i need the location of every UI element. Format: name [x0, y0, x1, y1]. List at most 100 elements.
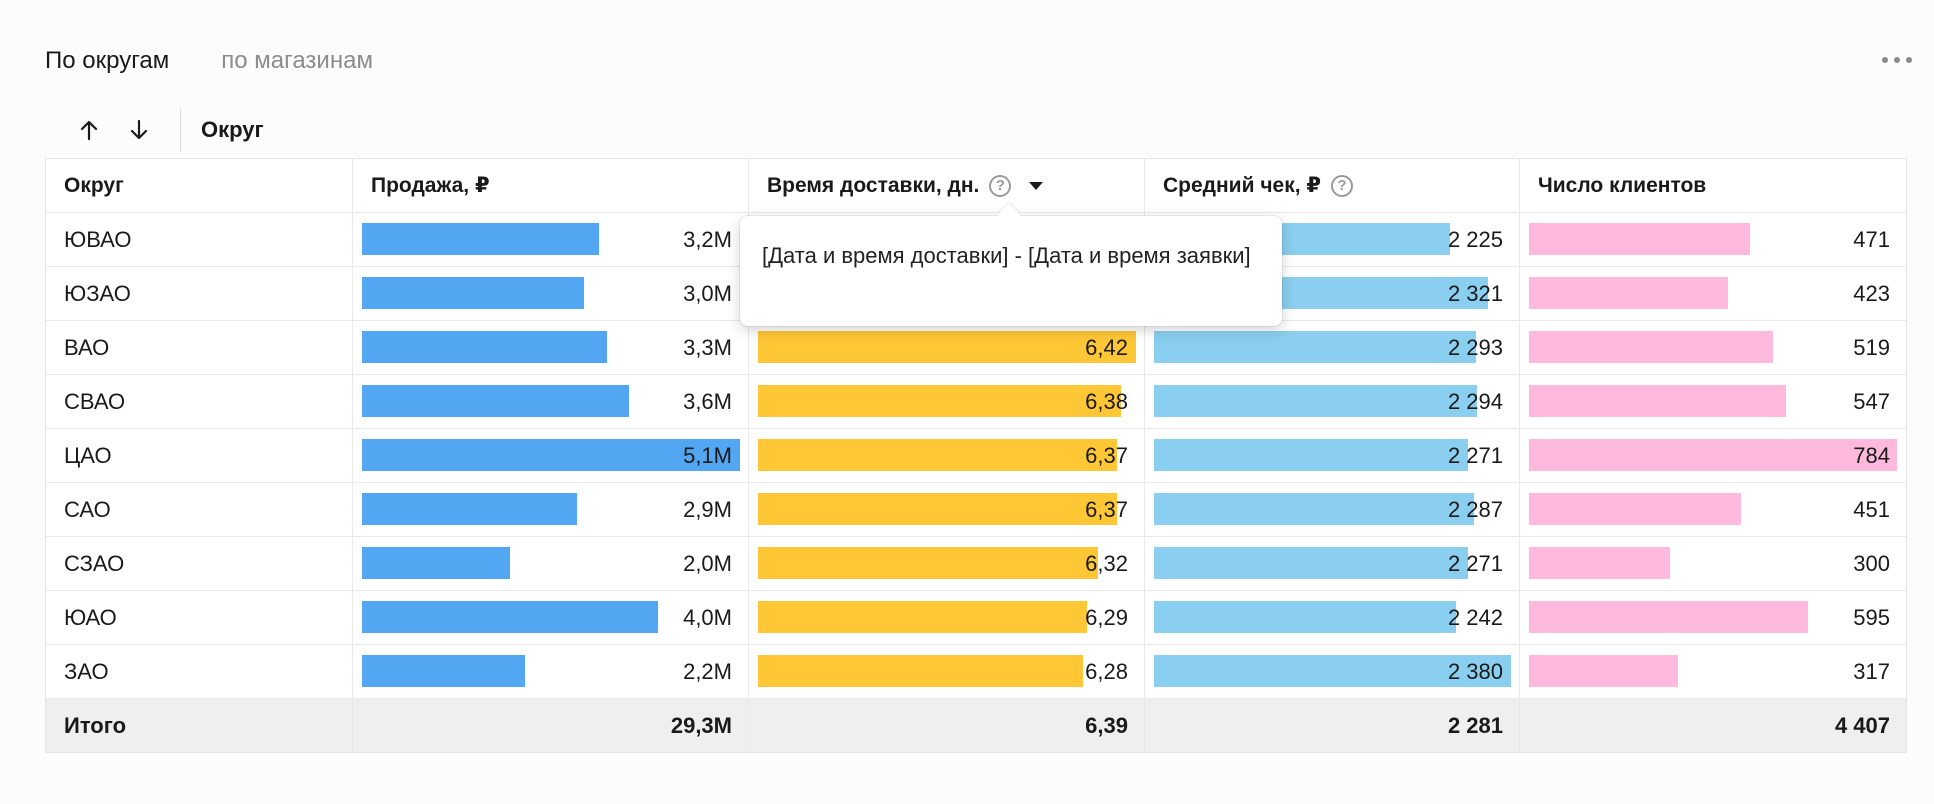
cell-clients[interactable]: 595: [1519, 591, 1906, 644]
value-bar: [758, 385, 1121, 417]
cell-delivery-time[interactable]: 6,28: [748, 645, 1144, 698]
tabs: По округам по магазинам: [45, 44, 373, 78]
value-bar: [362, 277, 584, 309]
cell-value: 2 225: [1447, 226, 1503, 252]
value-bar: [1529, 439, 1897, 471]
cell-clients[interactable]: 784: [1519, 429, 1906, 482]
arrow-up-icon[interactable]: [70, 111, 108, 149]
district-name: ЦАО: [64, 442, 112, 468]
cell-value: 547: [1853, 388, 1890, 414]
value-bar: [1529, 385, 1786, 417]
cell-value: 519: [1853, 334, 1890, 360]
cell-district[interactable]: ЮЗАО: [46, 267, 352, 320]
cell-delivery-time[interactable]: 6,42: [748, 321, 1144, 374]
cell-delivery-time[interactable]: 6,37: [748, 429, 1144, 482]
value-bar: [362, 439, 740, 471]
cell-delivery-time[interactable]: 6,32: [748, 537, 1144, 590]
cell-value: 6,29: [1085, 604, 1128, 630]
cell-value: 5,1М: [683, 442, 732, 468]
cell-avg-check[interactable]: 2 271: [1144, 537, 1519, 590]
cell-value: 3,2М: [683, 226, 732, 252]
cell-delivery-time[interactable]: 6,29: [748, 591, 1144, 644]
tab-by-districts[interactable]: По округам: [45, 47, 170, 74]
value-bar: [1154, 655, 1511, 687]
table-header: Округ Продажа, ₽ Время доставки, дн. ? С…: [46, 159, 1906, 212]
sort-desc-icon[interactable]: [1029, 181, 1044, 190]
cell-sales[interactable]: 2,2М: [352, 645, 748, 698]
cell-value: 784: [1853, 442, 1890, 468]
table-row: ВАО 3,3М 6,42 2 293 519: [46, 320, 1906, 374]
cell-sales[interactable]: 5,1М: [352, 429, 748, 482]
cell-sales[interactable]: 3,6М: [352, 375, 748, 428]
total-label: Итого: [46, 699, 352, 752]
cell-sales[interactable]: 3,0М: [352, 267, 748, 320]
total-clients: 4 407: [1519, 699, 1906, 752]
value-bar: [1529, 223, 1750, 255]
district-name: СВАО: [64, 388, 126, 414]
cell-sales[interactable]: 4,0М: [352, 591, 748, 644]
value-bar: [758, 655, 1083, 687]
cell-value: 6,38: [1085, 388, 1128, 414]
cell-delivery-time[interactable]: 6,37: [748, 483, 1144, 536]
cell-avg-check[interactable]: 2 380: [1144, 645, 1519, 698]
cell-clients[interactable]: 519: [1519, 321, 1906, 374]
toolbar: Округ: [70, 108, 264, 152]
cell-sales[interactable]: 2,9М: [352, 483, 748, 536]
cell-district[interactable]: ЮАО: [46, 591, 352, 644]
header-clients[interactable]: Число клиентов: [1519, 159, 1906, 212]
value-bar: [1529, 277, 1728, 309]
value-bar: [362, 655, 525, 687]
cell-value: 2 271: [1447, 442, 1503, 468]
total-label-value: Итого: [64, 712, 127, 738]
header-label: Число клиентов: [1538, 173, 1707, 197]
cell-value: 317: [1853, 658, 1890, 684]
tab-by-stores[interactable]: по магазинам: [221, 47, 373, 74]
cell-value: 595: [1853, 604, 1890, 630]
header-sales[interactable]: Продажа, ₽: [352, 159, 748, 212]
cell-district[interactable]: СВАО: [46, 375, 352, 428]
help-icon[interactable]: ?: [1331, 174, 1354, 197]
cell-avg-check[interactable]: 2 293: [1144, 321, 1519, 374]
cell-avg-check[interactable]: 2 287: [1144, 483, 1519, 536]
cell-clients[interactable]: 423: [1519, 267, 1906, 320]
cell-value: 2 271: [1447, 550, 1503, 576]
more-menu-icon[interactable]: [1882, 48, 1912, 72]
cell-district[interactable]: СЗАО: [46, 537, 352, 590]
tooltip-text: [Дата и время доставки] - [Дата и время …: [762, 243, 1251, 268]
cell-value: 3,3М: [683, 334, 732, 360]
cell-sales[interactable]: 3,3М: [352, 321, 748, 374]
district-name: САО: [64, 496, 111, 522]
cell-delivery-time[interactable]: 6,38: [748, 375, 1144, 428]
header-district[interactable]: Округ: [46, 159, 352, 212]
value-bar: [758, 601, 1087, 633]
cell-avg-check[interactable]: 2 271: [1144, 429, 1519, 482]
cell-district[interactable]: ЦАО: [46, 429, 352, 482]
cell-sales[interactable]: 2,0М: [352, 537, 748, 590]
value-bar: [1529, 601, 1808, 633]
cell-value: 2,0М: [683, 550, 732, 576]
cell-district[interactable]: САО: [46, 483, 352, 536]
sort-field-label[interactable]: Округ: [201, 117, 264, 142]
cell-clients[interactable]: 300: [1519, 537, 1906, 590]
value-bar: [1154, 547, 1468, 579]
cell-district[interactable]: ВАО: [46, 321, 352, 374]
cell-district[interactable]: ЮВАО: [46, 213, 352, 266]
header-avg-check[interactable]: Средний чек, ₽ ?: [1144, 159, 1519, 212]
cell-clients[interactable]: 317: [1519, 645, 1906, 698]
cell-avg-check[interactable]: 2 294: [1144, 375, 1519, 428]
arrow-down-icon[interactable]: [120, 111, 158, 149]
total-sales-value: 29,3М: [670, 712, 732, 738]
cell-district[interactable]: ЗАО: [46, 645, 352, 698]
total-delivery: 6,39: [748, 699, 1144, 752]
cell-clients[interactable]: 547: [1519, 375, 1906, 428]
total-clients-value: 4 407: [1834, 712, 1890, 738]
header-delivery-time[interactable]: Время доставки, дн. ?: [748, 159, 1144, 212]
total-row: Итого 29,3М 6,39 2 281 4 407: [46, 698, 1906, 752]
cell-clients[interactable]: 471: [1519, 213, 1906, 266]
total-sales: 29,3М: [352, 699, 748, 752]
cell-value: 2 294: [1447, 388, 1503, 414]
cell-sales[interactable]: 3,2М: [352, 213, 748, 266]
cell-clients[interactable]: 451: [1519, 483, 1906, 536]
help-icon[interactable]: ?: [989, 174, 1012, 197]
cell-avg-check[interactable]: 2 242: [1144, 591, 1519, 644]
